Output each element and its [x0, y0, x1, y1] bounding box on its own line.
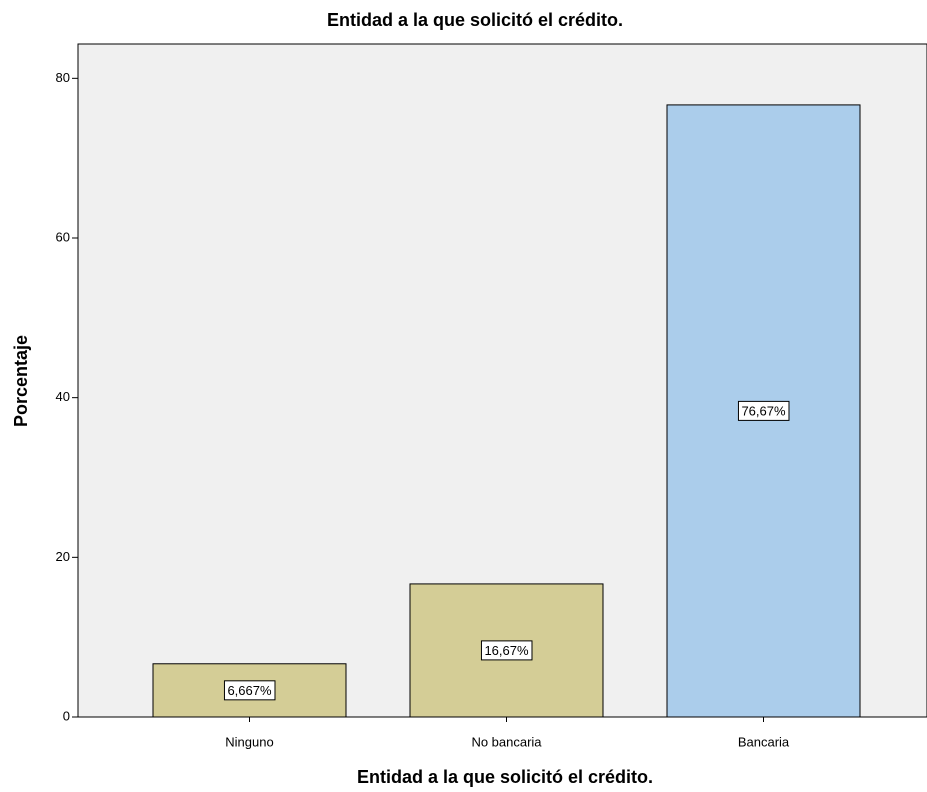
x-tick-label: No bancaria: [471, 734, 542, 749]
value-label-box: [223, 680, 276, 701]
chart-title: Entidad a la que solicitó el crédito.: [327, 10, 623, 30]
y-tick-label: 60: [56, 229, 70, 244]
value-label: 16,67%: [484, 643, 529, 658]
value-label-box: [737, 400, 790, 421]
x-tick-label: Ninguno: [225, 734, 273, 749]
x-tick-label: Bancaria: [738, 734, 790, 749]
value-label-box: [480, 640, 533, 661]
value-label: 6,667%: [227, 683, 272, 698]
y-tick-label: 80: [56, 70, 70, 85]
y-tick-label: 0: [63, 708, 70, 723]
y-tick-label: 40: [56, 389, 70, 404]
value-label: 76,67%: [741, 403, 786, 418]
y-tick-label: 20: [56, 549, 70, 564]
y-axis-title: Porcentaje: [11, 335, 31, 427]
x-axis-title: Entidad a la que solicitó el crédito.: [357, 767, 653, 787]
